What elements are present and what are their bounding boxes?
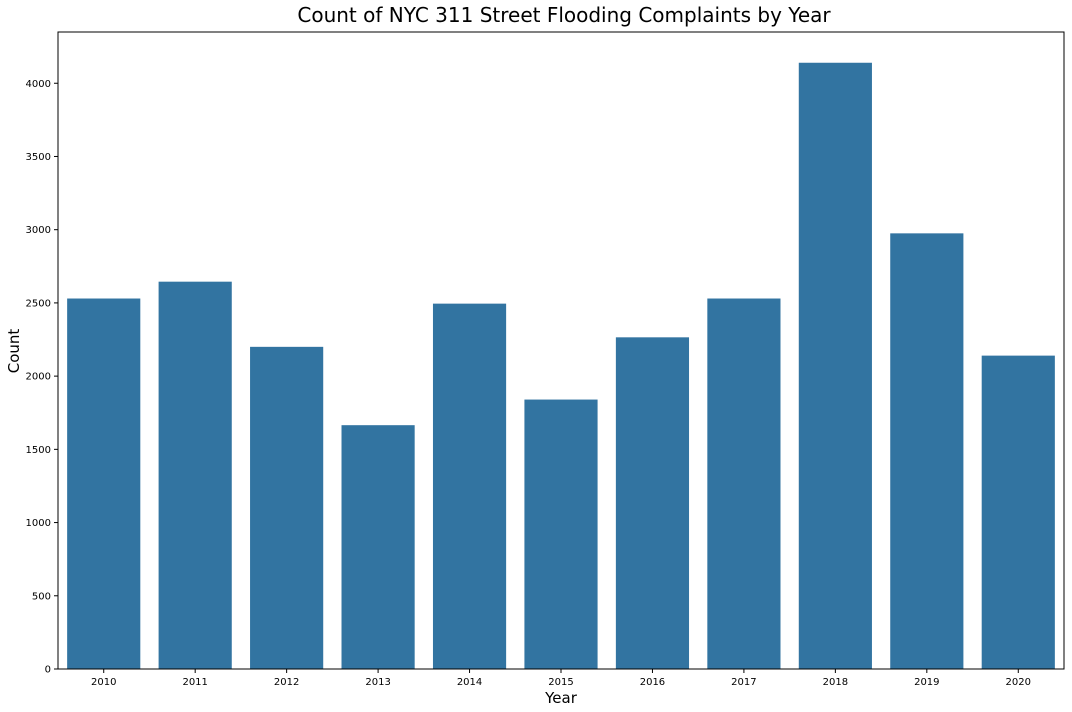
- y-axis-ticks: 0 500 1000 1500 2000 2500 3000 3500 4000: [26, 79, 58, 676]
- y-tick-label: 3000: [26, 225, 51, 236]
- x-tick-label: 2020: [1006, 677, 1031, 688]
- bar-2012: [250, 346, 324, 669]
- bar-2015: [524, 399, 598, 669]
- x-tick-label: 2019: [914, 677, 939, 688]
- bar-2017: [707, 298, 781, 669]
- chart-title: Count of NYC 311 Street Flooding Complai…: [297, 3, 831, 27]
- bar-2018: [798, 62, 872, 670]
- bar-2019: [890, 233, 964, 669]
- bar-2020: [981, 355, 1055, 669]
- x-tick-label: 2011: [182, 677, 207, 688]
- x-tick-label: 2018: [823, 677, 848, 688]
- x-axis-title: Year: [544, 689, 578, 707]
- x-tick-label: 2015: [548, 677, 573, 688]
- y-tick-label: 2500: [26, 298, 51, 309]
- x-tick-label: 2016: [640, 677, 665, 688]
- x-tick-label: 2010: [91, 677, 116, 688]
- bar-2011: [158, 281, 232, 669]
- bars: [67, 62, 1055, 670]
- x-tick-label: 2013: [365, 677, 390, 688]
- y-tick-label: 500: [32, 591, 51, 602]
- y-tick-label: 0: [45, 665, 51, 676]
- x-tick-label: 2017: [731, 677, 756, 688]
- x-tick-label: 2012: [274, 677, 299, 688]
- x-axis-ticks: 2010 2011 2012 2013 2014 2015 2016 2017 2018 2019…: [91, 669, 1031, 688]
- bar-2010: [67, 298, 141, 669]
- bar-2013: [341, 425, 415, 669]
- y-tick-label: 3500: [26, 152, 51, 163]
- y-tick-label: 4000: [26, 79, 51, 90]
- x-tick-label: 2014: [457, 677, 482, 688]
- bar-2016: [615, 337, 690, 669]
- y-tick-label: 2000: [26, 372, 51, 383]
- y-tick-label: 1500: [26, 445, 51, 456]
- y-tick-label: 1000: [26, 518, 51, 529]
- bar-2014: [432, 303, 507, 669]
- y-axis-title: Count: [5, 329, 23, 374]
